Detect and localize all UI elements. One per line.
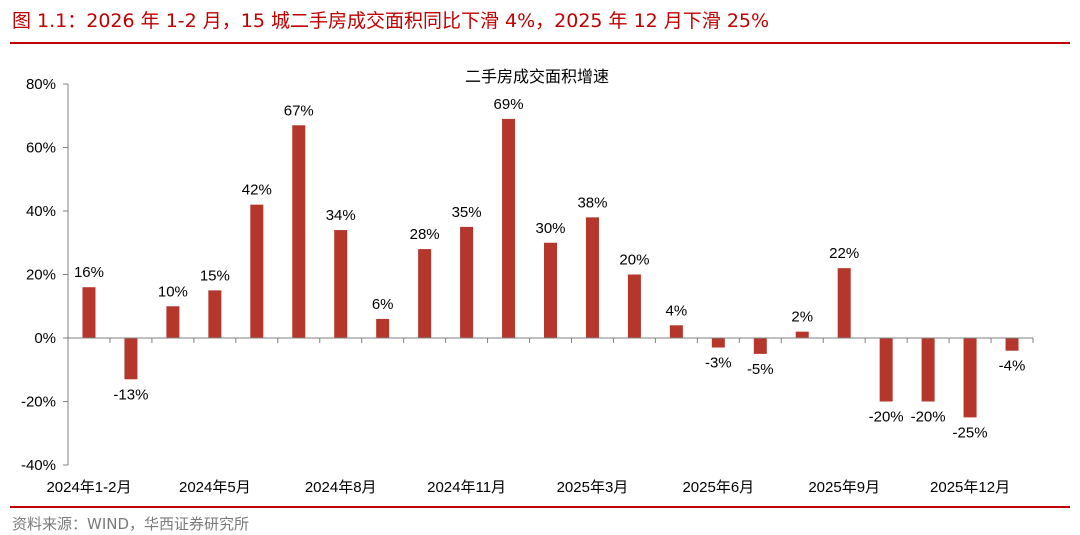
x-tick-label: 2024年1-2月 bbox=[46, 479, 131, 496]
data-label: 35% bbox=[452, 204, 482, 221]
data-label: 22% bbox=[829, 245, 859, 262]
data-label: -5% bbox=[747, 361, 774, 378]
bar-series: 16% -13% 10% 15% 42% 67% 34% 6% 28% 35% 69% 30% 38% 2… bbox=[74, 96, 1025, 441]
bar bbox=[711, 338, 725, 348]
x-tick-label: 2025年6月 bbox=[682, 479, 754, 496]
bottom-divider bbox=[10, 506, 1070, 508]
x-tick-label: 2025年3月 bbox=[557, 479, 629, 496]
data-label: 15% bbox=[200, 267, 230, 284]
bar bbox=[879, 338, 893, 402]
bar bbox=[753, 338, 767, 354]
data-label: -20% bbox=[869, 409, 904, 426]
bar bbox=[166, 306, 180, 338]
data-label: 6% bbox=[372, 296, 394, 313]
y-axis: 80% 60% 40% 20% 0% -20% -40% bbox=[21, 76, 69, 474]
data-label: 42% bbox=[242, 182, 272, 199]
y-tick-label: 80% bbox=[26, 76, 56, 93]
x-tick-label: 2024年11月 bbox=[427, 479, 506, 496]
data-label: 67% bbox=[284, 102, 314, 119]
y-tick-label: -40% bbox=[21, 457, 56, 474]
source-note: 资料来源：WIND，华西证券研究所 bbox=[12, 515, 250, 533]
data-label: -13% bbox=[113, 386, 148, 403]
bar bbox=[334, 230, 348, 338]
bar bbox=[124, 338, 138, 380]
data-label: 69% bbox=[494, 96, 524, 113]
bar bbox=[208, 290, 222, 338]
data-label: 30% bbox=[535, 220, 565, 237]
bar bbox=[669, 325, 683, 338]
data-label: 38% bbox=[577, 194, 607, 211]
bar bbox=[921, 338, 935, 402]
y-tick-label: 20% bbox=[26, 267, 56, 284]
x-axis: 2024年1-2月 2024年5月 2024年8月 2024年11月 2025年3月 20… bbox=[46, 337, 1034, 496]
bar bbox=[502, 118, 516, 338]
data-label: -20% bbox=[911, 409, 946, 426]
data-label: 2% bbox=[791, 309, 813, 326]
x-tick-label: 2025年9月 bbox=[808, 479, 880, 496]
data-label: 20% bbox=[619, 252, 649, 269]
top-divider bbox=[10, 42, 1070, 44]
chart-title: 二手房成交面积增速 bbox=[465, 67, 609, 86]
bar bbox=[544, 242, 557, 338]
data-label: 16% bbox=[74, 264, 104, 281]
y-tick-label: 60% bbox=[26, 140, 56, 157]
data-label: 10% bbox=[158, 283, 188, 300]
bar bbox=[585, 217, 599, 338]
bar bbox=[460, 226, 474, 338]
bar bbox=[795, 331, 809, 338]
bar bbox=[627, 274, 641, 338]
bar bbox=[837, 268, 851, 338]
x-tick-label: 2025年12月 bbox=[930, 479, 1010, 496]
bar bbox=[292, 125, 306, 339]
bar bbox=[250, 204, 264, 338]
data-label: -3% bbox=[705, 355, 732, 372]
x-tick-label: 2024年8月 bbox=[305, 479, 377, 496]
data-label: 34% bbox=[326, 207, 356, 224]
data-label: -25% bbox=[953, 424, 988, 441]
page-title: 图 1.1：2026 年 1-2 月，15 城二手房成交面积同比下滑 4%，20… bbox=[12, 10, 770, 32]
bar bbox=[376, 318, 390, 338]
bar bbox=[963, 338, 977, 418]
y-tick-label: 40% bbox=[26, 203, 56, 220]
y-tick-label: 0% bbox=[34, 330, 56, 347]
data-label: 28% bbox=[410, 226, 440, 243]
bar bbox=[1005, 338, 1019, 351]
bar bbox=[82, 287, 96, 338]
bar bbox=[418, 249, 432, 338]
y-tick-label: -20% bbox=[21, 394, 56, 411]
x-tick-label: 2024年5月 bbox=[179, 479, 251, 496]
data-label: 4% bbox=[666, 302, 688, 319]
data-label: -4% bbox=[999, 358, 1026, 375]
